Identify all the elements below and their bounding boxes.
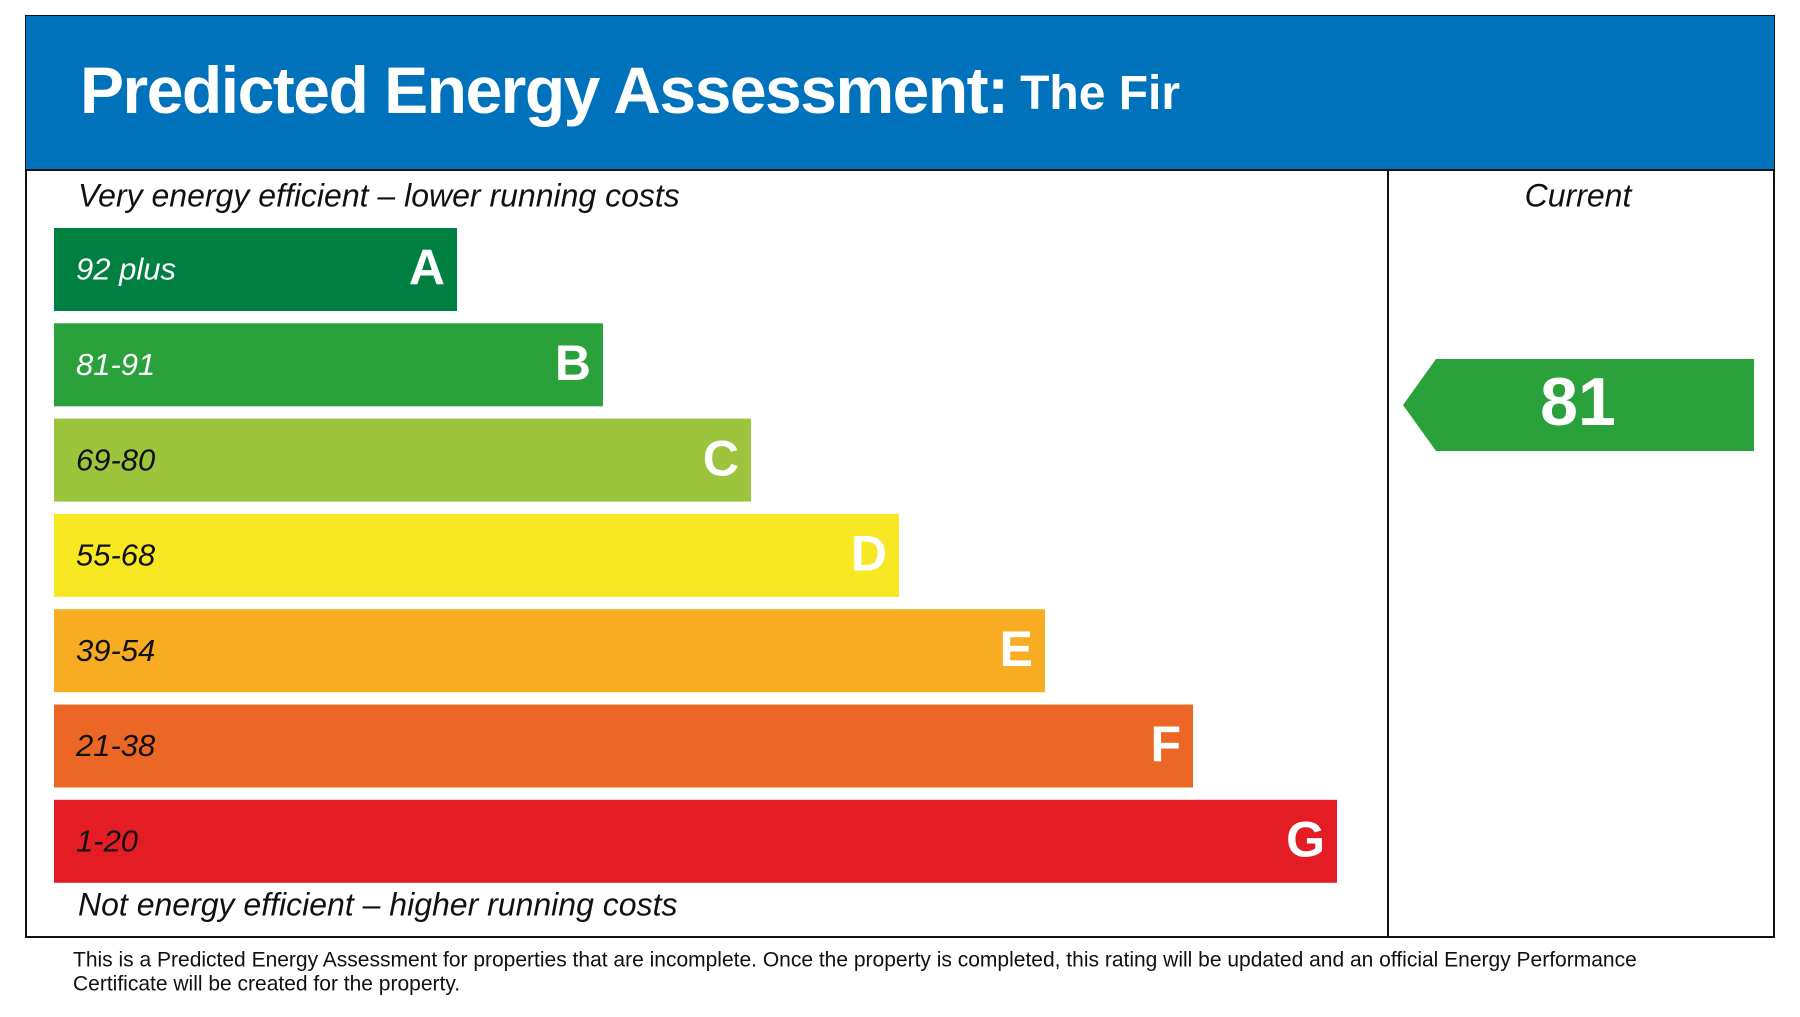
current-label: Current xyxy=(1525,177,1633,213)
band-range: 21-38 xyxy=(75,728,156,763)
current-value: 81 xyxy=(1540,364,1616,440)
top-label: Very energy efficient – lower running co… xyxy=(78,177,680,213)
band-range: 92 plus xyxy=(76,252,176,287)
band-range: 81-91 xyxy=(76,347,155,382)
title-main: Predicted Energy Assessment: xyxy=(80,53,1008,127)
header-bar xyxy=(26,16,1774,170)
band-range: 39-54 xyxy=(76,633,155,668)
band-bar xyxy=(54,418,751,502)
title-property: The Fir xyxy=(1020,67,1180,120)
footnote-line: This is a Predicted Energy Assessment fo… xyxy=(73,949,1637,972)
band-letter: G xyxy=(1286,812,1325,868)
title: Predicted Energy Assessment: The Fir xyxy=(80,53,1180,127)
band-range: 1-20 xyxy=(76,823,138,858)
band-letter: F xyxy=(1150,716,1181,772)
band-range: 69-80 xyxy=(76,442,155,477)
band-letter: B xyxy=(555,335,591,391)
band-bar xyxy=(54,799,1337,883)
band-bar xyxy=(54,228,457,311)
footnote-line: Certificate will be created for the prop… xyxy=(73,973,460,996)
band-letter: A xyxy=(409,240,445,296)
band-letter: C xyxy=(703,430,739,486)
band-letter: E xyxy=(1000,621,1033,677)
band-bar xyxy=(54,513,899,597)
band-letter: D xyxy=(851,526,887,582)
current-arrow xyxy=(1403,359,1754,451)
band-bar xyxy=(54,323,603,407)
band-range: 55-68 xyxy=(76,538,156,573)
band-bar xyxy=(54,609,1045,693)
bottom-label: Not energy efficient – higher running co… xyxy=(78,886,677,922)
band-bar xyxy=(54,704,1193,788)
